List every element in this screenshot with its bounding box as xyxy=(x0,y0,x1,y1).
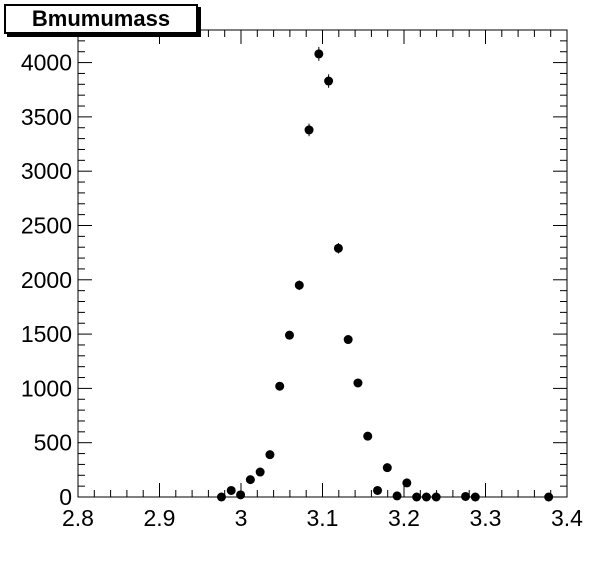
x-axis-ticks xyxy=(77,30,568,497)
plot-frame xyxy=(77,29,568,498)
data-point xyxy=(392,491,402,501)
point-marker xyxy=(402,478,412,488)
data-point xyxy=(544,492,554,502)
y-axis-ticks xyxy=(78,29,567,498)
x-tick-label: 3.2 xyxy=(388,505,420,531)
point-marker xyxy=(236,490,246,500)
point-marker xyxy=(373,485,383,495)
data-point xyxy=(461,491,471,501)
data-point xyxy=(431,492,441,502)
y-tick-label: 500 xyxy=(34,430,72,456)
x-axis-tick-labels: 2.8 2.9 3 3.1 3.2 3.3 3.4 xyxy=(62,505,583,531)
data-point xyxy=(245,475,255,485)
point-marker xyxy=(314,49,324,59)
data-point xyxy=(324,74,334,88)
data-point xyxy=(284,330,294,340)
data-point xyxy=(236,490,246,500)
data-point xyxy=(363,431,373,441)
point-marker xyxy=(245,475,255,485)
point-marker xyxy=(324,76,334,86)
y-tick-label: 1000 xyxy=(21,375,72,401)
point-marker xyxy=(353,378,363,388)
y-tick-label: 2000 xyxy=(21,267,72,293)
y-tick-label: 3500 xyxy=(21,104,72,130)
data-point xyxy=(294,280,304,290)
point-marker xyxy=(412,492,422,502)
data-point xyxy=(333,243,343,254)
data-point xyxy=(343,335,353,345)
point-marker xyxy=(392,491,402,501)
data-point xyxy=(382,463,392,473)
data-points xyxy=(216,46,554,502)
point-marker xyxy=(421,492,431,502)
data-point xyxy=(314,46,324,61)
point-marker xyxy=(304,125,314,135)
data-point xyxy=(402,478,412,488)
data-point xyxy=(226,485,236,495)
data-point xyxy=(275,381,285,391)
x-tick-label: 2.8 xyxy=(62,505,94,531)
data-point xyxy=(373,485,383,495)
data-point xyxy=(353,378,363,388)
data-point xyxy=(265,450,275,460)
point-marker xyxy=(265,450,275,460)
y-tick-label: 4000 xyxy=(21,50,72,76)
y-axis-tick-labels: 0 500 1000 1500 2000 2500 3000 3500 4000 xyxy=(21,50,72,510)
point-marker xyxy=(275,381,285,391)
point-marker xyxy=(343,335,353,345)
point-marker xyxy=(431,492,441,502)
data-point xyxy=(216,492,226,502)
point-marker xyxy=(363,431,373,441)
point-marker xyxy=(216,492,226,502)
x-tick-label: 2.9 xyxy=(144,505,176,531)
x-tick-label: 3 xyxy=(235,505,248,531)
y-tick-label: 3000 xyxy=(21,158,72,184)
point-marker xyxy=(382,463,392,473)
x-tick-label: 3.1 xyxy=(307,505,339,531)
histogram-title: Bmumumass xyxy=(4,4,198,34)
data-point xyxy=(412,492,422,502)
y-tick-label: 1500 xyxy=(21,321,72,347)
data-point xyxy=(470,492,480,502)
point-marker xyxy=(284,330,294,340)
point-marker xyxy=(255,467,265,477)
x-tick-label: 3.3 xyxy=(470,505,502,531)
point-marker xyxy=(544,492,554,502)
point-marker xyxy=(333,243,343,253)
data-point xyxy=(421,492,431,502)
data-point xyxy=(304,123,314,137)
y-tick-label: 0 xyxy=(59,484,72,510)
point-marker xyxy=(226,485,236,495)
y-tick-label: 2500 xyxy=(21,212,72,238)
data-point xyxy=(255,467,265,477)
point-marker xyxy=(470,492,480,502)
point-marker xyxy=(461,491,471,501)
x-tick-label: 3.4 xyxy=(551,505,583,531)
point-marker xyxy=(294,280,304,290)
